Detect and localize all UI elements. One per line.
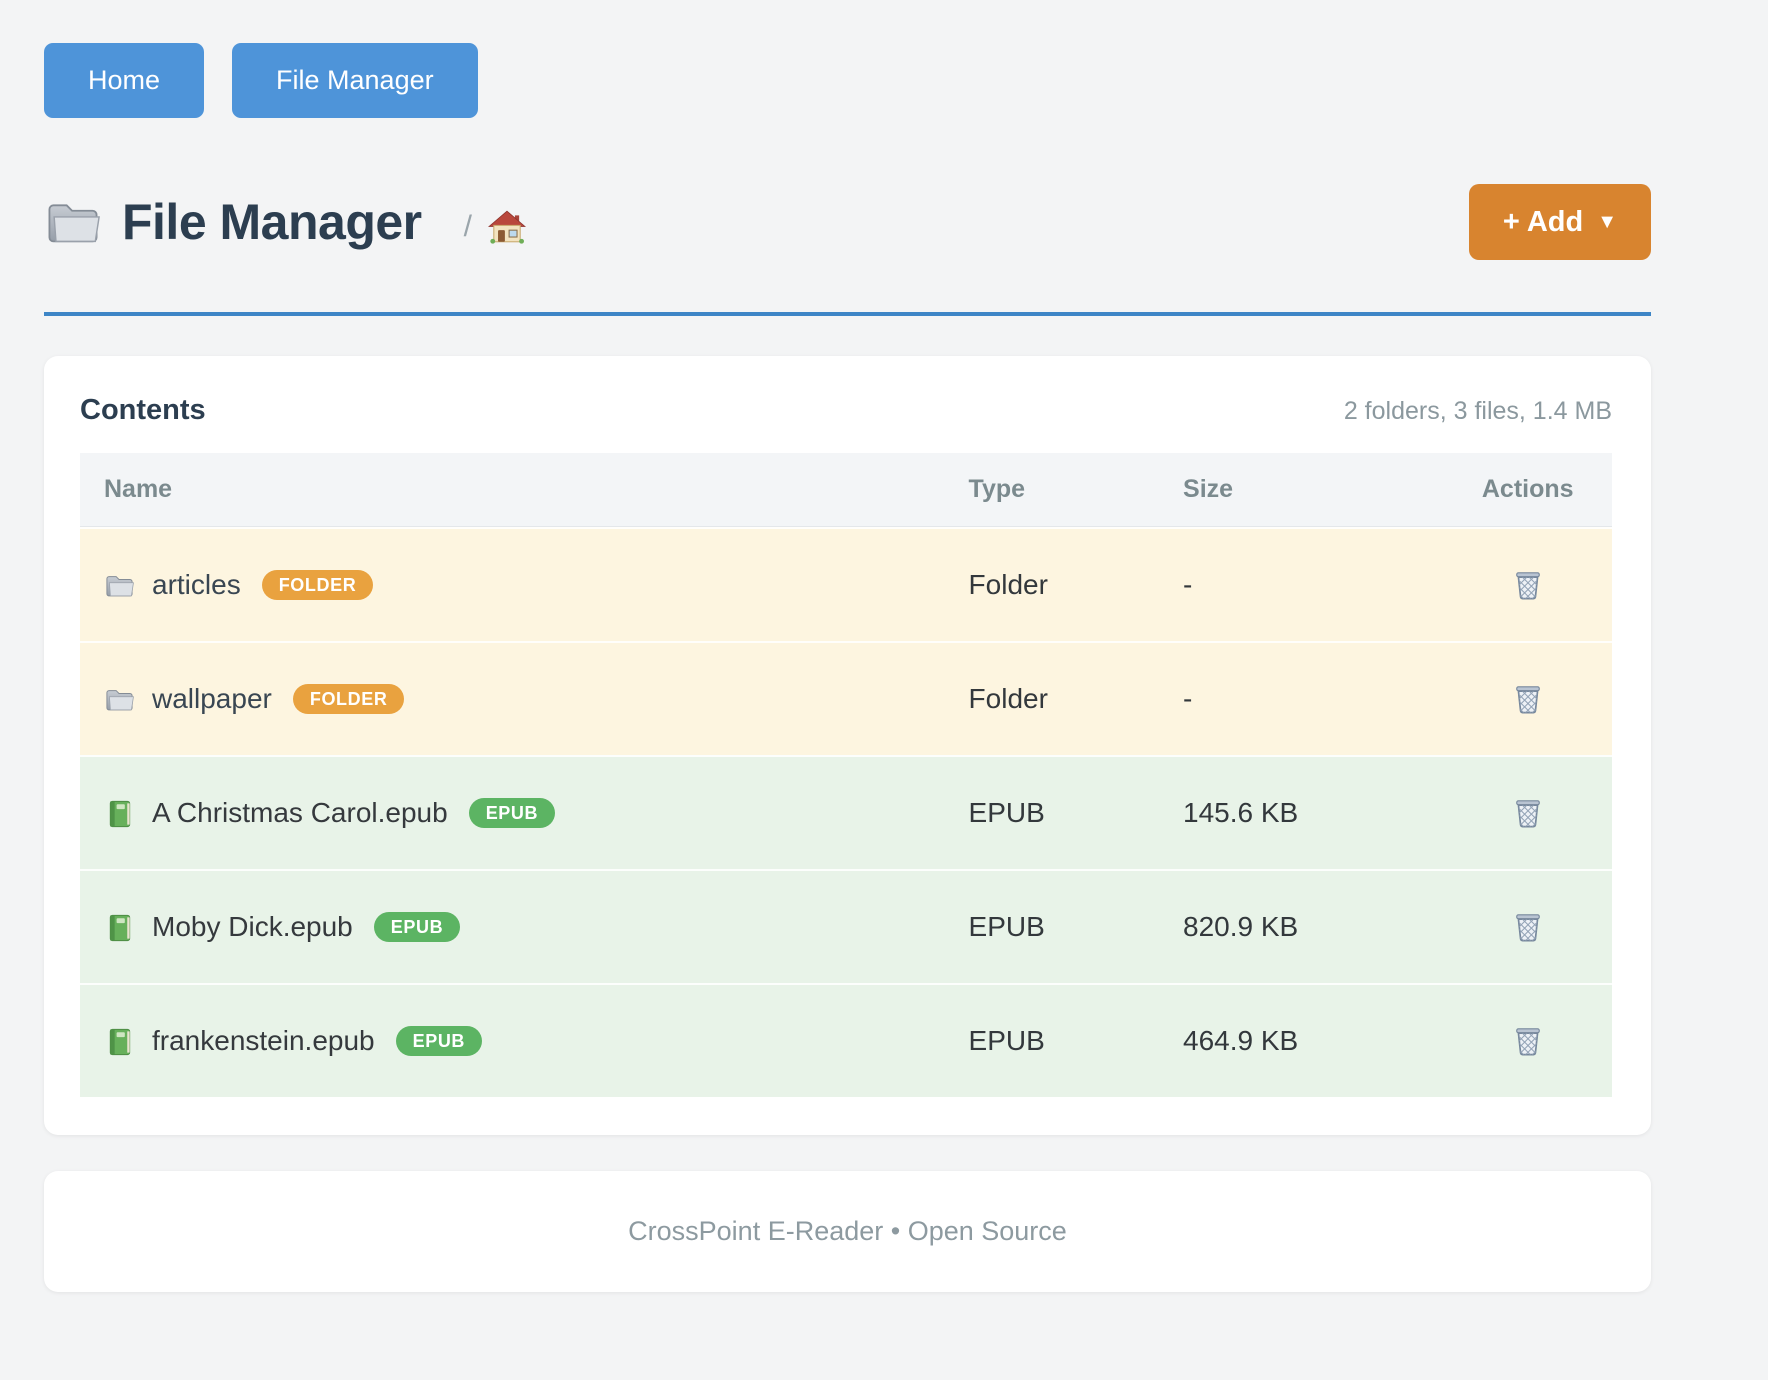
name-cell: frankenstein.epub EPUB xyxy=(80,1025,969,1057)
breadcrumb-separator: / xyxy=(463,210,472,243)
home-button[interactable]: Home xyxy=(44,43,205,118)
epub-badge: EPUB xyxy=(395,1026,483,1056)
table-row: Moby Dick.epub EPUB EPUB 820.9 KB xyxy=(80,869,1612,983)
table-row: articles FOLDER Folder - xyxy=(80,527,1612,641)
delete-button[interactable] xyxy=(1506,905,1550,949)
item-name-link[interactable]: frankenstein.epub xyxy=(152,1025,375,1056)
add-button[interactable]: + Add ▼ xyxy=(1468,184,1651,260)
breadcrumb: / xyxy=(464,208,526,246)
trash-icon xyxy=(1510,1023,1546,1059)
column-header-name: Name xyxy=(104,475,173,503)
contents-heading: Contents xyxy=(80,394,206,426)
epub-badge: EPUB xyxy=(373,912,461,942)
table-row: frankenstein.epub EPUB EPUB 464.9 KB xyxy=(80,983,1612,1097)
header-divider xyxy=(44,312,1651,316)
contents-card-header: Contents 2 folders, 3 files, 1.4 MB xyxy=(80,394,1612,427)
folder-icon xyxy=(104,684,135,715)
trash-icon xyxy=(1510,567,1546,603)
page-container: Home File Manager File Manager / + Add ▼… xyxy=(44,0,1651,1292)
folder-badge: FOLDER xyxy=(292,684,405,714)
item-name-link[interactable]: Moby Dick.epub xyxy=(152,911,353,942)
actions-cell xyxy=(1443,563,1612,607)
size-cell: 145.6 KB xyxy=(1183,797,1299,828)
add-button-label: + Add xyxy=(1502,205,1584,238)
contents-card: Contents 2 folders, 3 files, 1.4 MB Name… xyxy=(44,356,1651,1135)
green-book-icon xyxy=(104,912,135,943)
item-name-link[interactable]: A Christmas Carol.epub xyxy=(152,797,448,828)
home-icon[interactable] xyxy=(488,208,526,246)
name-cell: articles FOLDER xyxy=(80,569,969,601)
name-cell: wallpaper FOLDER xyxy=(80,683,969,715)
trash-icon xyxy=(1510,909,1546,945)
size-cell: 464.9 KB xyxy=(1183,1025,1299,1056)
folder-icon xyxy=(104,570,135,601)
page-header: File Manager / + Add ▼ xyxy=(44,184,1651,260)
trash-icon xyxy=(1510,795,1546,831)
item-name-link[interactable]: wallpaper xyxy=(152,683,272,714)
footer-card: CrossPoint E-Reader • Open Source xyxy=(44,1171,1651,1292)
name-cell: Moby Dick.epub EPUB xyxy=(80,911,969,943)
delete-button[interactable] xyxy=(1506,791,1550,835)
table-row: wallpaper FOLDER Folder - xyxy=(80,641,1612,755)
page-title: File Manager xyxy=(122,194,422,250)
column-header-actions: Actions xyxy=(1481,475,1574,503)
column-header-size: Size xyxy=(1183,475,1234,503)
epub-badge: EPUB xyxy=(468,798,556,828)
column-header-type: Type xyxy=(968,475,1026,503)
title-group: File Manager / xyxy=(44,193,526,251)
size-cell: 820.9 KB xyxy=(1183,911,1299,942)
name-cell: A Christmas Carol.epub EPUB xyxy=(80,797,969,829)
actions-cell xyxy=(1443,677,1612,721)
contents-table: Name Type Size Actions articles FOLDER F… xyxy=(80,453,1612,1097)
contents-summary: 2 folders, 3 files, 1.4 MB xyxy=(1343,397,1612,425)
table-header-row: Name Type Size Actions xyxy=(80,453,1612,527)
delete-button[interactable] xyxy=(1506,677,1550,721)
top-nav: Home File Manager xyxy=(44,43,1651,118)
type-cell: Folder xyxy=(968,683,1048,714)
green-book-icon xyxy=(104,1026,135,1057)
type-cell: EPUB xyxy=(968,1025,1045,1056)
chevron-down-icon: ▼ xyxy=(1597,210,1617,233)
type-cell: EPUB xyxy=(968,911,1045,942)
green-book-icon xyxy=(104,798,135,829)
size-cell: - xyxy=(1183,569,1193,600)
delete-button[interactable] xyxy=(1506,563,1550,607)
actions-cell xyxy=(1443,791,1612,835)
type-cell: EPUB xyxy=(968,797,1045,828)
size-cell: - xyxy=(1183,683,1193,714)
table-row: A Christmas Carol.epub EPUB EPUB 145.6 K… xyxy=(80,755,1612,869)
trash-icon xyxy=(1510,681,1546,717)
type-cell: Folder xyxy=(968,569,1048,600)
actions-cell xyxy=(1443,905,1612,949)
actions-cell xyxy=(1443,1019,1612,1063)
delete-button[interactable] xyxy=(1506,1019,1550,1063)
file-manager-button[interactable]: File Manager xyxy=(232,43,478,118)
folder-badge: FOLDER xyxy=(261,570,374,600)
folder-icon xyxy=(44,193,102,251)
footer-text: CrossPoint E-Reader • Open Source xyxy=(628,1216,1067,1246)
item-name-link[interactable]: articles xyxy=(152,569,241,600)
